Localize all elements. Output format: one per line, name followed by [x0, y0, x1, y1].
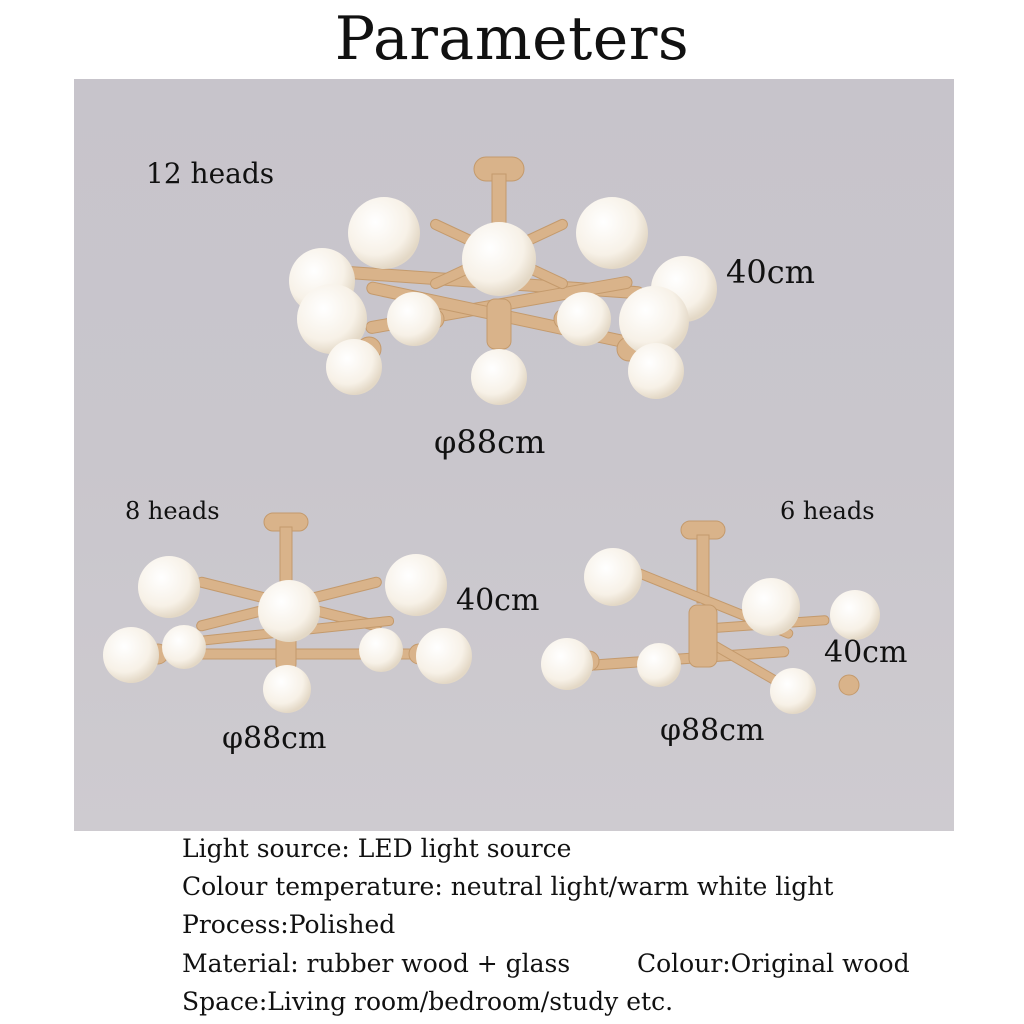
diameter-label-8: φ88cm	[222, 721, 327, 756]
heads-label-8: 8 heads	[125, 497, 220, 525]
spec-colour-temperature: Colour temperature: neutral light/warm w…	[182, 872, 834, 902]
diameter-label-6: φ88cm	[660, 713, 765, 748]
spec-colour: Colour:Original wood	[637, 948, 910, 978]
height-label-8: 40cm	[456, 583, 540, 618]
spec-light-source: Light source: LED light source	[182, 834, 572, 863]
diameter-label-12: φ88cm	[434, 423, 546, 461]
heads-label-12: 12 heads	[146, 157, 275, 190]
specifications-list: Light source: LED light source Colour te…	[182, 830, 942, 1021]
product-photo-panel: 12 heads	[74, 79, 954, 831]
height-label-6: 40cm	[824, 635, 908, 670]
spec-material: Material: rubber wood + glass	[182, 948, 571, 978]
chandelier-8-heads-image	[103, 512, 472, 713]
height-label-12: 40cm	[726, 253, 815, 291]
chandelier-12-heads-image	[289, 156, 717, 405]
chandelier-6-heads-image	[541, 520, 880, 714]
spec-material-row: Material: rubber wood + glass Colour:Ori…	[182, 945, 942, 983]
spec-process: Process:Polished	[182, 910, 396, 940]
spec-space: Space:Living room/bedroom/study etc.	[182, 986, 674, 1016]
page-title: Parameters	[334, 4, 690, 74]
heads-label-6: 6 heads	[780, 497, 875, 525]
